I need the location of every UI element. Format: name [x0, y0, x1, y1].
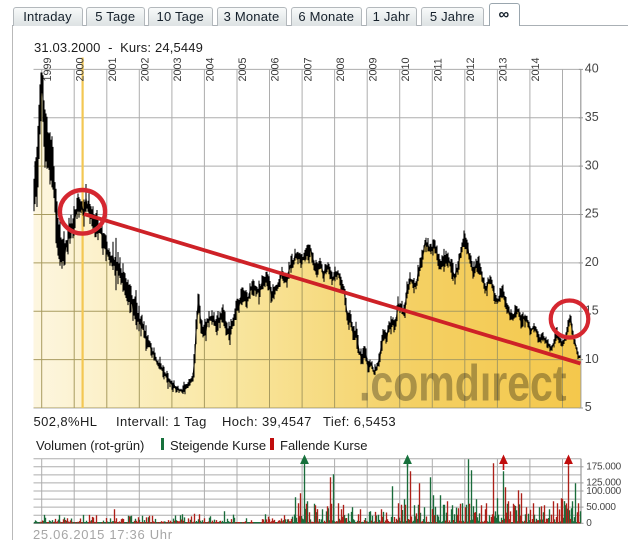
- svg-text:2014: 2014: [530, 57, 542, 81]
- svg-text:2011: 2011: [433, 58, 445, 81]
- svg-text:2006: 2006: [270, 57, 282, 81]
- svg-text:20: 20: [585, 255, 599, 269]
- svg-text:2001: 2001: [107, 57, 119, 81]
- svg-text:2000: 2000: [75, 57, 87, 81]
- svg-text:2002: 2002: [140, 57, 152, 81]
- svg-text:30: 30: [585, 158, 599, 172]
- svg-text:40: 40: [585, 62, 599, 76]
- svg-text:10: 10: [585, 352, 599, 366]
- svg-text:2012: 2012: [465, 57, 477, 81]
- svg-text:50.000: 50.000: [586, 502, 616, 513]
- svg-text:0: 0: [586, 518, 592, 529]
- svg-text:35: 35: [585, 110, 599, 124]
- svg-text:2008: 2008: [335, 57, 347, 81]
- svg-text:1999: 1999: [42, 57, 54, 81]
- svg-text:2010: 2010: [400, 57, 412, 81]
- svg-text:.comdırect: .comdırect: [359, 355, 567, 412]
- svg-text:2007: 2007: [302, 57, 314, 81]
- svg-text:2003: 2003: [172, 57, 184, 81]
- svg-text:175.000: 175.000: [586, 462, 621, 473]
- svg-text:2005: 2005: [237, 57, 249, 81]
- svg-text:2013: 2013: [498, 57, 510, 81]
- svg-text:125.000: 125.000: [586, 478, 621, 489]
- svg-text:2009: 2009: [367, 57, 379, 81]
- svg-text:100.000: 100.000: [586, 486, 621, 497]
- svg-text:5: 5: [585, 400, 592, 414]
- svg-text:2004: 2004: [205, 57, 217, 81]
- svg-text:25: 25: [585, 207, 599, 221]
